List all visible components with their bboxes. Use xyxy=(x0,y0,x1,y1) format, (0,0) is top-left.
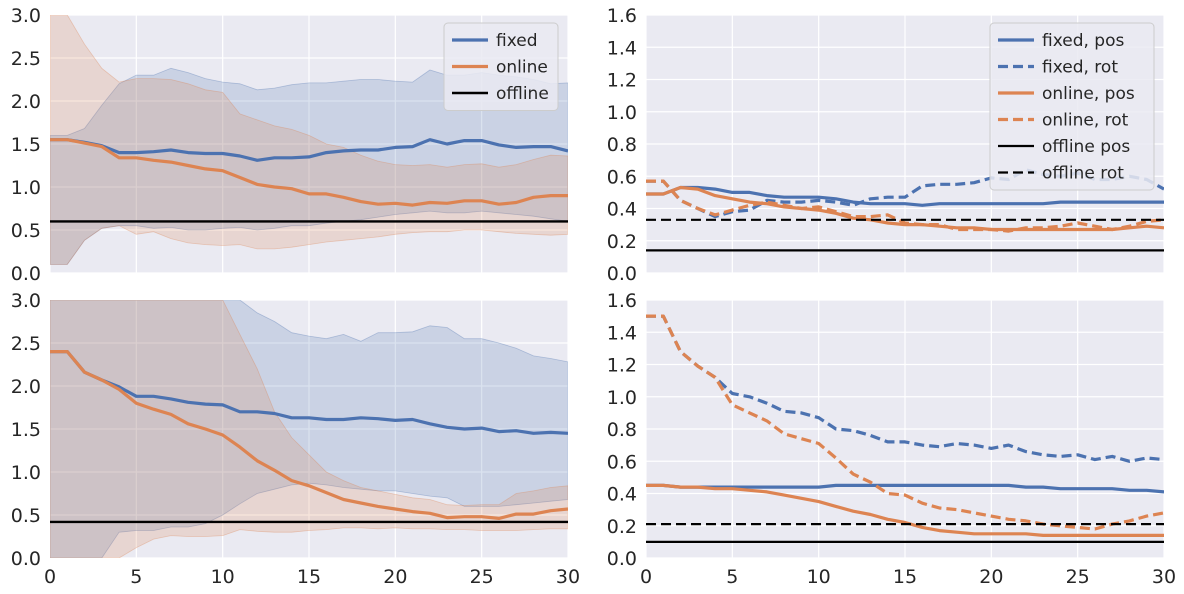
y-tick-label: 0.6 xyxy=(607,166,637,188)
x-tick-label: 25 xyxy=(470,566,494,588)
y-tick-label: 2.5 xyxy=(11,48,41,70)
y-tick-label: 0.8 xyxy=(607,134,637,156)
legend-label: online, pos xyxy=(1042,84,1135,104)
y-tick-label: 1.4 xyxy=(607,37,637,59)
y-tick-label: 1.5 xyxy=(11,134,41,156)
grid xyxy=(645,299,1165,559)
y-tick-label: 2.5 xyxy=(11,333,41,355)
y-tick-label: 1.6 xyxy=(607,5,637,27)
line-online xyxy=(50,138,568,207)
line-online-rot xyxy=(646,314,1164,531)
legend-box xyxy=(989,22,1155,191)
y-tick-label: 0.4 xyxy=(607,199,637,221)
y-tick-label: 0.2 xyxy=(607,516,637,538)
legend-label: fixed, pos xyxy=(1042,31,1124,51)
legend: fixed, pos fixed, rot online, pos online, r… xyxy=(989,22,1155,191)
plot-content xyxy=(50,15,568,265)
y-tick-label: 3.0 xyxy=(11,5,41,27)
line-fixed-rot xyxy=(646,314,1164,463)
legend-label: fixed, rot xyxy=(1042,58,1118,78)
legend-label: offline rot xyxy=(1042,164,1124,184)
legend-label: offline pos xyxy=(1042,137,1130,157)
line-online-pos xyxy=(646,483,1164,537)
y-tick-label: 0.5 xyxy=(11,220,41,242)
y-tick-label: 0.4 xyxy=(607,484,637,506)
legend-label: offline xyxy=(496,84,549,104)
band-online xyxy=(50,300,568,558)
legend-label: online, rot xyxy=(1042,111,1129,131)
y-tick-label: 2.0 xyxy=(11,376,41,398)
x-tick-label: 30 xyxy=(1152,566,1176,588)
subplot-bottom-right: 0.0 0.2 0.4 0.6 0.8 1.0 1.2 1.4 1.6 0 5 10 15 20 25 30 xyxy=(607,290,1176,588)
y-tick-label: 3.0 xyxy=(11,290,41,312)
x-tick-label: 15 xyxy=(893,566,917,588)
y-tick-label: 1.6 xyxy=(607,290,637,312)
line-online-rot xyxy=(646,179,1164,233)
y-tick-label: 1.0 xyxy=(11,177,41,199)
band-fixed xyxy=(50,67,568,265)
y-tick-label: 1.5 xyxy=(11,419,41,441)
x-tick-label: 15 xyxy=(297,566,321,588)
line-fixed xyxy=(50,350,568,435)
y-tick-label: 0.2 xyxy=(607,231,637,253)
y-tick-label: 0.8 xyxy=(607,419,637,441)
legend: fixed online offline xyxy=(443,22,559,111)
y-tick-label: 1.2 xyxy=(607,355,637,377)
y-tick-label: 0.0 xyxy=(11,548,41,570)
line-fixed-pos xyxy=(646,185,1164,207)
y-tick-label: 0.0 xyxy=(607,548,637,570)
subplot-top-left: 0.0 0.5 1.0 1.5 2.0 2.5 3.0 fixed online offline xyxy=(11,5,569,285)
x-tick-label: 30 xyxy=(556,566,580,588)
y-tick-label: 1.4 xyxy=(607,322,637,344)
y-tick-label: 0.0 xyxy=(607,263,637,285)
plot-content xyxy=(646,314,1164,543)
line-online xyxy=(50,350,568,520)
x-tick-label: 0 xyxy=(44,566,56,588)
x-tick-label: 20 xyxy=(979,566,1003,588)
y-tick-label: 1.0 xyxy=(607,102,637,124)
legend-label: online xyxy=(496,58,548,78)
grid xyxy=(49,14,569,274)
x-tick-label: 5 xyxy=(130,566,142,588)
legend-label: fixed xyxy=(496,31,538,51)
y-tick-label: 0.0 xyxy=(11,263,41,285)
subplot-bottom-left: 0.0 0.5 1.0 1.5 2.0 2.5 3.0 0 5 10 15 20 25 30 xyxy=(11,290,580,588)
y-tick-label: 0.6 xyxy=(607,451,637,473)
x-tick-label: 0 xyxy=(640,566,652,588)
y-tick-label: 0.5 xyxy=(11,505,41,527)
plot-content xyxy=(50,300,568,558)
y-tick-label: 1.2 xyxy=(607,70,637,92)
y-tick-label: 1.0 xyxy=(11,462,41,484)
x-tick-label: 20 xyxy=(383,566,407,588)
x-tick-label: 10 xyxy=(211,566,235,588)
y-tick-label: 2.0 xyxy=(11,91,41,113)
legend-box xyxy=(443,22,559,111)
x-tick-label: 10 xyxy=(807,566,831,588)
line-fixed xyxy=(50,138,568,162)
y-tick-label: 1.0 xyxy=(607,387,637,409)
x-tick-label: 5 xyxy=(726,566,738,588)
x-tick-label: 25 xyxy=(1066,566,1090,588)
